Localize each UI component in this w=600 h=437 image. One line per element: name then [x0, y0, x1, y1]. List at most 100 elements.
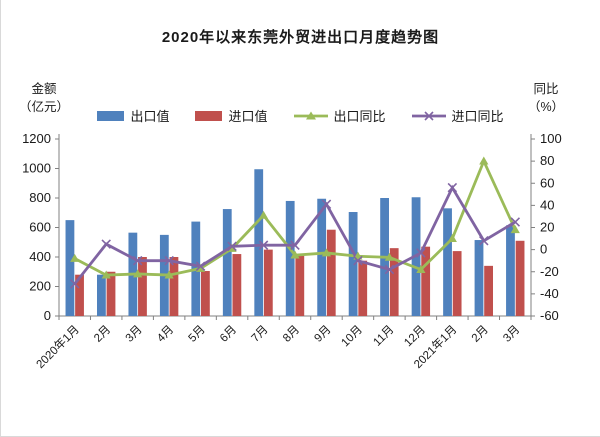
x-category-label: 5月 [187, 324, 208, 345]
import-bar [295, 255, 305, 316]
import-bar [326, 229, 336, 316]
y-right-tick-label: 20 [540, 220, 554, 235]
x-category-label: 11月 [371, 324, 396, 349]
x-category-label: 8月 [281, 324, 302, 345]
import-yoy-marker-x [227, 241, 237, 252]
export-bar [474, 240, 484, 316]
import-yoy-marker-x [321, 199, 332, 210]
import-yoy-marker-x [101, 239, 111, 249]
x-category-label: 6月 [218, 324, 239, 345]
import-yoy-marker-x [479, 236, 489, 246]
export-bar-swatch-icon [97, 110, 125, 121]
y-right-tick-label: 80 [540, 153, 554, 168]
import-yoy-marker-x [258, 240, 269, 250]
y-right-tick-label: -60 [540, 308, 559, 323]
legend-item-export-yoy: 出口同比 [293, 106, 386, 125]
export-yoy-line-swatch-icon [293, 110, 328, 122]
import-bar [106, 271, 116, 316]
legend-label-export-value: 出口值 [130, 109, 170, 124]
chart-legend: 出口值 进口值 出口同比 进口同比 [1, 106, 600, 125]
right-axis-unit-line1: 同比 [533, 82, 559, 96]
import-bar [421, 246, 431, 316]
import-bar [515, 240, 525, 316]
x-category-label: 2月 [92, 324, 113, 345]
export-yoy-marker-triangle [510, 225, 520, 234]
export-bar [443, 208, 452, 316]
import-yoy-marker-x [132, 255, 143, 266]
y-left-tick-label: 1200 [22, 131, 51, 146]
export-yoy-marker-triangle [321, 248, 332, 257]
export-bar [506, 225, 515, 316]
export-yoy-marker-triangle [164, 270, 174, 279]
import-bar [484, 265, 493, 316]
import-yoy-marker-x [510, 217, 521, 227]
right-axis-unit-label: 同比 （%） [515, 80, 577, 116]
export-yoy-marker-triangle [290, 250, 300, 259]
left-axis-unit-line2: （亿元） [18, 100, 69, 115]
import-bar [358, 260, 368, 316]
import-yoy-line-swatch-icon [411, 110, 446, 122]
export-bar [317, 198, 327, 316]
import-yoy-marker-x [353, 255, 363, 266]
export-yoy-marker-triangle [196, 263, 206, 272]
export-bar [222, 209, 232, 316]
export-bar [65, 220, 75, 316]
y-left-tick-label: 0 [44, 308, 51, 323]
y-left-tick-label: 800 [29, 190, 51, 205]
import-yoy-marker-x [195, 261, 206, 271]
export-bar [254, 169, 264, 316]
y-left-tick-label: 400 [29, 249, 51, 264]
export-yoy-marker-triangle [447, 233, 457, 242]
x-category-label: 4月 [155, 324, 176, 345]
import-yoy-marker-x [164, 255, 174, 266]
import-yoy-marker-x [69, 279, 80, 289]
x-category-label: 9月 [312, 324, 333, 345]
export-yoy-marker-triangle [258, 210, 269, 219]
left-axis-unit-line1: 金额 [31, 82, 57, 96]
x-category-label: 3月 [124, 324, 145, 345]
import-bar-swatch-icon [195, 110, 223, 121]
export-yoy-marker-triangle [416, 264, 426, 273]
legend-item-import-value: 进口值 [195, 106, 268, 125]
y-right-tick-label: 60 [540, 175, 554, 190]
legend-label-import-yoy: 进口同比 [451, 109, 504, 124]
y-right-tick-label: -20 [540, 264, 559, 279]
import-yoy-marker-x [416, 248, 426, 258]
legend-label-export-yoy: 出口同比 [333, 109, 386, 124]
import-yoy-marker-x [384, 264, 395, 275]
y-right-tick-label: 40 [540, 197, 554, 212]
export-yoy-marker-triangle [101, 270, 111, 279]
x-category-label: 12月 [402, 324, 428, 350]
import-bar [452, 251, 462, 316]
export-yoy-marker-triangle [227, 243, 237, 252]
import-yoy-marker-x [290, 240, 300, 250]
y-right-tick-label: -40 [540, 286, 559, 301]
x-category-label: 2月 [470, 324, 491, 345]
export-bar [348, 212, 358, 316]
import-bar [75, 274, 84, 316]
legend-item-import-yoy: 进口同比 [411, 106, 504, 125]
y-left-tick-label: 200 [29, 279, 51, 294]
import-yoy-marker-x [447, 182, 458, 193]
import-bar [201, 271, 210, 316]
export-yoy-marker-triangle [133, 269, 143, 278]
y-left-tick-label: 600 [29, 220, 51, 235]
chart-title: 2020年以来东莞外贸进出口月度趋势图 [161, 29, 440, 46]
plot-area: 0 200 400 600 800 1000 1200 -60 -40 -20 0 20 40 60 80 1… [22, 131, 562, 371]
x-category-label: 3月 [501, 324, 522, 345]
y-right-tick-label: 100 [540, 131, 562, 146]
export-yoy-marker-triangle [384, 252, 394, 261]
y-right-tick-label: 0 [540, 242, 547, 257]
left-axis-unit-label: 金额 （亿元） [13, 80, 75, 116]
y-left-tick-label: 1000 [22, 161, 51, 176]
import-bar [138, 257, 147, 316]
import-bar [232, 254, 242, 316]
legend-label-import-value: 进口值 [228, 109, 268, 124]
right-axis-unit-line2: （%） [527, 100, 565, 115]
import-bar [263, 249, 273, 316]
export-bar [97, 274, 106, 316]
legend-item-export-value: 出口值 [97, 106, 169, 125]
export-yoy-marker-triangle [70, 253, 80, 262]
import-bar [169, 257, 179, 316]
